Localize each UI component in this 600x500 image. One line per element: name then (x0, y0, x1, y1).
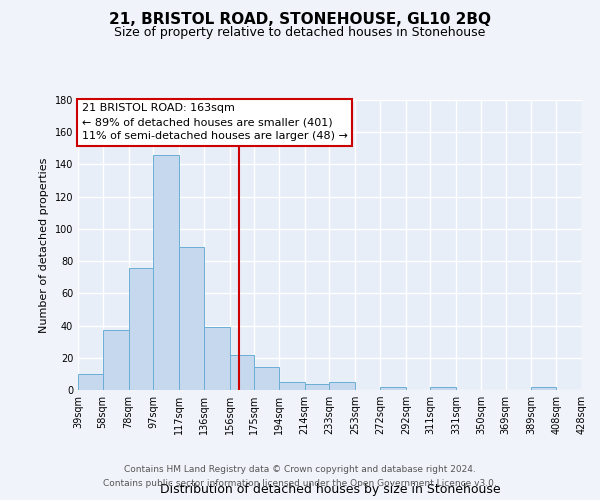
Text: Contains HM Land Registry data © Crown copyright and database right 2024.
Contai: Contains HM Land Registry data © Crown c… (103, 466, 497, 487)
Bar (254, 368, 279, 390)
Bar (203, 327, 230, 390)
Bar (103, 330, 128, 390)
Bar (179, 246, 203, 390)
Bar (230, 354, 254, 390)
Bar (153, 155, 179, 390)
X-axis label: Distribution of detached houses by size in Stonehouse: Distribution of detached houses by size … (160, 483, 500, 496)
Bar (78, 374, 103, 390)
Text: 21, BRISTOL ROAD, STONEHOUSE, GL10 2BQ: 21, BRISTOL ROAD, STONEHOUSE, GL10 2BQ (109, 12, 491, 28)
Bar (305, 384, 329, 390)
Bar (279, 382, 305, 390)
Bar (329, 382, 355, 390)
Bar (430, 387, 457, 390)
Bar (532, 387, 556, 390)
Bar (380, 387, 406, 390)
Text: 21 BRISTOL ROAD: 163sqm
← 89% of detached houses are smaller (401)
11% of semi-d: 21 BRISTOL ROAD: 163sqm ← 89% of detache… (82, 103, 348, 141)
Bar (128, 268, 153, 390)
Y-axis label: Number of detached properties: Number of detached properties (39, 158, 49, 332)
Text: Size of property relative to detached houses in Stonehouse: Size of property relative to detached ho… (115, 26, 485, 39)
